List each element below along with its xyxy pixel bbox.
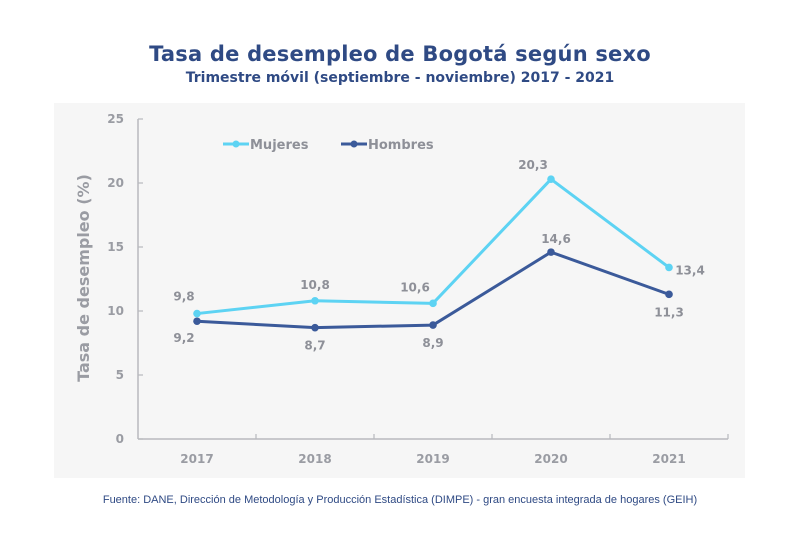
chart-panel xyxy=(54,103,745,478)
data-label: 8,9 xyxy=(422,336,443,350)
y-tick-label: 20 xyxy=(107,176,124,190)
y-tick-label: 5 xyxy=(116,368,124,382)
legend-label: Mujeres xyxy=(250,138,309,153)
y-tick-label: 0 xyxy=(116,432,124,446)
legend-label: Hombres xyxy=(368,138,434,153)
series-line xyxy=(196,177,670,316)
y-tick-label: 15 xyxy=(107,240,124,254)
data-label: 10,8 xyxy=(300,278,330,292)
x-tick-label: 2021 xyxy=(652,452,685,466)
x-ticks: 2017 2018 2019 2020 2021 xyxy=(180,434,729,466)
series-hombres: 9,2 8,7 8,9 14,6 11,3 xyxy=(173,232,683,353)
y-tick-label: 10 xyxy=(107,304,124,318)
source-note: Fuente: DANE, Dirección de Metodología y… xyxy=(102,494,698,506)
data-point xyxy=(429,321,437,329)
x-tick-label: 2017 xyxy=(180,452,213,466)
data-point xyxy=(547,248,555,256)
y-axis-label: Tasa de desempleo (%) xyxy=(74,174,93,382)
data-point xyxy=(665,263,673,272)
legend-marker xyxy=(350,140,358,148)
data-point xyxy=(193,309,201,318)
data-label: 14,6 xyxy=(541,232,571,246)
series-mujeres: 9,8 10,8 10,6 20,3 13,4 xyxy=(173,158,705,318)
legend-item-mujeres: Mujeres xyxy=(223,138,309,153)
data-point xyxy=(665,290,673,299)
data-label: 13,4 xyxy=(675,263,705,277)
data-point xyxy=(429,299,437,308)
axes xyxy=(137,119,728,440)
series-group: 9,8 10,8 10,6 20,3 13,4 9,2 8,7 8,9 14,6 11,3 xyxy=(173,158,704,352)
series-line xyxy=(196,250,670,330)
x-tick-label: 2020 xyxy=(534,452,567,466)
data-label: 8,7 xyxy=(304,339,325,353)
data-point xyxy=(547,175,555,183)
y-ticks: 0 5 10 15 20 25 xyxy=(107,112,143,446)
legend: Mujeres Hombres xyxy=(223,138,434,153)
x-tick-label: 2019 xyxy=(416,452,449,466)
legend-item-hombres: Hombres xyxy=(341,138,434,153)
chart-subtitle: Trimestre móvil (septiembre - noviembre)… xyxy=(185,70,615,86)
data-label: 20,3 xyxy=(518,158,548,172)
chart-title: Tasa de desempleo de Bogotá según sexo xyxy=(149,42,651,66)
data-label: 9,8 xyxy=(173,290,194,304)
data-label: 10,6 xyxy=(400,280,430,294)
y-tick-label: 25 xyxy=(107,112,124,126)
x-tick-label: 2018 xyxy=(298,452,331,466)
data-point xyxy=(311,296,319,305)
data-point xyxy=(311,323,319,332)
data-point xyxy=(193,317,201,326)
legend-marker xyxy=(232,140,240,148)
data-label: 9,2 xyxy=(173,331,194,345)
data-label: 11,3 xyxy=(654,305,684,319)
